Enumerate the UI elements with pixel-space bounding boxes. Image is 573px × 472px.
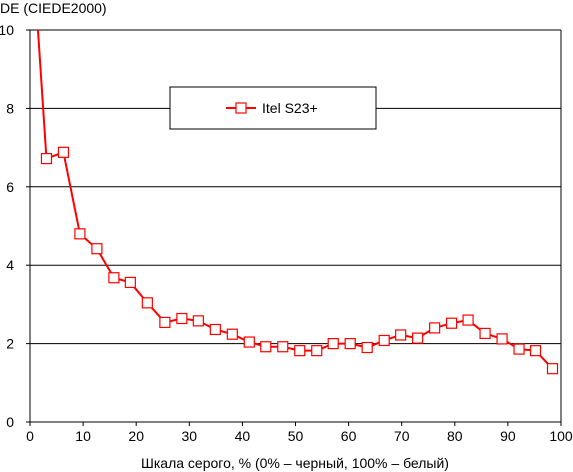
data-point-marker bbox=[395, 329, 407, 341]
x-tick-label-90: 90 bbox=[500, 428, 516, 444]
data-point-marker bbox=[446, 317, 458, 329]
y-tick-label-4: 4 bbox=[6, 257, 14, 273]
data-point-marker bbox=[243, 336, 255, 348]
data-point-marker bbox=[91, 243, 103, 255]
y-tick-label-10: 10 bbox=[0, 22, 14, 38]
data-point-marker bbox=[141, 297, 153, 309]
data-point-marker bbox=[378, 334, 390, 347]
data-point-marker bbox=[226, 328, 238, 340]
data-point-marker bbox=[327, 338, 339, 350]
legend: Itel S23+ bbox=[169, 86, 377, 130]
data-point-marker bbox=[496, 333, 508, 345]
data-point-marker bbox=[40, 152, 53, 165]
data-point-marker bbox=[159, 316, 171, 329]
data-point-marker bbox=[529, 345, 542, 357]
legend-label: Itel S23+ bbox=[262, 100, 318, 116]
data-point-marker bbox=[124, 276, 136, 289]
x-tick-label-10: 10 bbox=[75, 428, 91, 444]
x-tick-label-50: 50 bbox=[288, 428, 304, 444]
data-point-marker bbox=[361, 341, 373, 354]
data-point-marker bbox=[513, 343, 525, 355]
x-tick-label-100: 100 bbox=[549, 428, 573, 444]
x-tick-labels: 0 10 20 30 40 50 60 70 80 90 100 bbox=[26, 428, 573, 444]
y-tick-label-2: 2 bbox=[6, 336, 14, 352]
y-tick-labels: 0 2 4 6 8 10 bbox=[0, 22, 14, 430]
data-point-marker bbox=[462, 314, 474, 326]
x-tick-label-40: 40 bbox=[235, 428, 251, 444]
series-line bbox=[36, 29, 554, 370]
data-point-marker bbox=[479, 327, 491, 340]
legend-square-marker bbox=[235, 102, 247, 114]
series-itel-s23plus bbox=[36, 29, 559, 375]
y-tick-label-6: 6 bbox=[6, 179, 14, 195]
data-point-marker bbox=[192, 315, 204, 327]
data-point-marker bbox=[412, 332, 424, 344]
data-point-marker bbox=[260, 341, 272, 353]
data-point-marker bbox=[546, 363, 559, 375]
data-point-marker bbox=[209, 323, 221, 336]
data-point-marker bbox=[344, 338, 356, 350]
x-tick-label-30: 30 bbox=[182, 428, 198, 444]
data-point-marker bbox=[277, 341, 289, 353]
x-tick-label-20: 20 bbox=[128, 428, 144, 444]
legend-box bbox=[169, 86, 377, 130]
x-tick-label-60: 60 bbox=[341, 428, 357, 444]
y-tick-label-8: 8 bbox=[6, 100, 14, 116]
data-point-marker bbox=[294, 345, 306, 357]
x-tick-label-80: 80 bbox=[447, 428, 463, 444]
data-point-marker bbox=[57, 146, 70, 158]
data-point-marker bbox=[176, 312, 188, 325]
data-point-marker bbox=[311, 345, 323, 357]
data-point-marker bbox=[429, 322, 441, 334]
y-tick-label-0: 0 bbox=[6, 414, 14, 430]
axes bbox=[26, 29, 562, 426]
y-axis-title: DE (CIEDE2000) bbox=[0, 0, 107, 16]
data-point-marker bbox=[74, 228, 86, 240]
x-axis-title: Шкала серого, % (0% – черный, 100% – бел… bbox=[141, 455, 449, 471]
data-point-marker bbox=[108, 272, 120, 284]
x-tick-label-70: 70 bbox=[394, 428, 410, 444]
x-tick-label-0: 0 bbox=[26, 428, 34, 444]
